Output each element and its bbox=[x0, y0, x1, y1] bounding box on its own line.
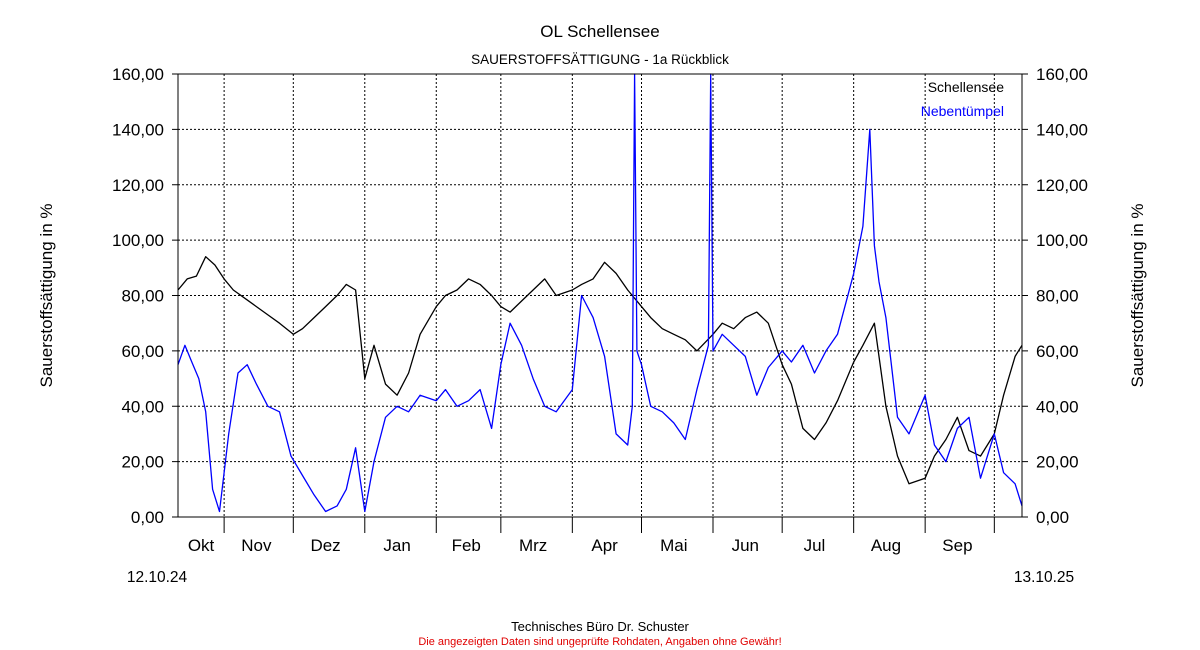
y-tick-label-right: 60,00 bbox=[1036, 342, 1079, 361]
y-tick-label-left: 160,00 bbox=[112, 65, 164, 84]
x-month-label: Dez bbox=[310, 536, 340, 555]
legend-entry-schellensee: Schellensee bbox=[928, 79, 1004, 95]
x-start-date-label: 12.10.24 bbox=[127, 569, 188, 586]
x-month-label: Jul bbox=[804, 536, 826, 555]
footer-company: Technisches Büro Dr. Schuster bbox=[511, 619, 689, 634]
y-tick-label-right: 80,00 bbox=[1036, 287, 1079, 306]
x-month-label: Jun bbox=[732, 536, 759, 555]
y-tick-label-left: 60,00 bbox=[121, 342, 164, 361]
month-separators bbox=[223, 74, 995, 533]
y-tick-label-left: 0,00 bbox=[131, 508, 164, 527]
x-end-date-label: 13.10.25 bbox=[1014, 569, 1074, 586]
y-axis-label-right: Sauerstoffsättigung in % bbox=[1128, 204, 1147, 388]
y-tick-label-left: 80,00 bbox=[121, 287, 164, 306]
x-month-label: Aug bbox=[871, 536, 901, 555]
chart-title: OL Schellensee bbox=[540, 22, 659, 41]
x-month-label: Okt bbox=[188, 536, 215, 555]
axis-ticks: 0,00 0,00 20,00 20,00 40,00 40,00 60,00 60,00 80… bbox=[112, 65, 1088, 555]
x-month-label: Mrz bbox=[519, 536, 547, 555]
y-tick-label-left: 100,00 bbox=[112, 231, 164, 250]
grid-lines bbox=[178, 73, 1022, 518]
x-month-label: Feb bbox=[452, 536, 481, 555]
series-line-schellensee bbox=[177, 256, 1023, 485]
chart-subtitle: SAUERSTOFFSÄTTIGUNG - 1a Rückblick bbox=[471, 52, 729, 67]
x-month-label: Apr bbox=[591, 536, 618, 555]
y-tick-label-left: 20,00 bbox=[121, 453, 164, 472]
y-tick-label-right: 100,00 bbox=[1036, 231, 1088, 250]
series-line-nebentuempel bbox=[177, 73, 1023, 513]
legend-entry-nebentuempel: Nebentümpel bbox=[921, 103, 1004, 119]
y-tick-label-right: 20,00 bbox=[1036, 453, 1079, 472]
x-month-label: Jan bbox=[383, 536, 410, 555]
footer-disclaimer: Die angezeigten Daten sind ungeprüfte Ro… bbox=[418, 636, 781, 648]
y-tick-label-right: 160,00 bbox=[1036, 65, 1088, 84]
legend: Schellensee Nebentümpel bbox=[921, 79, 1004, 119]
y-tick-label-right: 0,00 bbox=[1036, 508, 1069, 527]
y-tick-label-right: 120,00 bbox=[1036, 176, 1088, 195]
y-tick-label-right: 40,00 bbox=[1036, 397, 1079, 416]
y-tick-label-left: 40,00 bbox=[121, 397, 164, 416]
y-tick-label-left: 120,00 bbox=[112, 176, 164, 195]
plot-series bbox=[177, 73, 1023, 513]
y-tick-label-left: 140,00 bbox=[112, 120, 164, 139]
x-month-label: Sep bbox=[942, 536, 972, 555]
y-axis-label-left: Sauerstoffsättigung in % bbox=[37, 204, 56, 388]
x-month-label: Nov bbox=[241, 536, 272, 555]
y-tick-label-right: 140,00 bbox=[1036, 120, 1088, 139]
x-month-label: Mai bbox=[660, 536, 687, 555]
